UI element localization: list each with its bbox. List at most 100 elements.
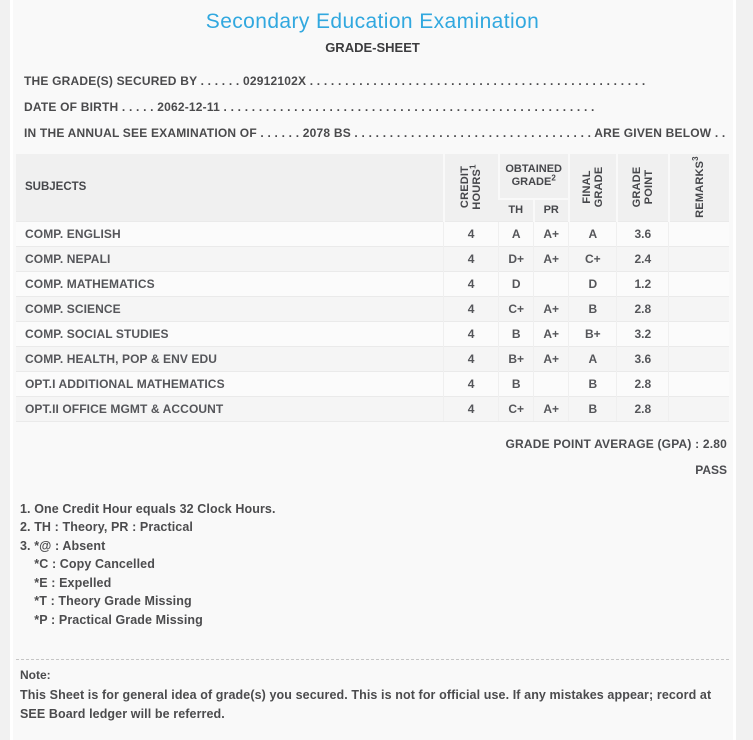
footnote-line: 1. One Credit Hour equals 32 Clock Hours… <box>20 501 276 516</box>
theory-grade-cell: D <box>498 270 534 296</box>
header-obtained-grade: OBTAINED GRADE2 <box>497 154 569 199</box>
grade-point-cell: 3.6 <box>616 345 669 371</box>
footnote-line: *C : Copy Cancelled <box>20 557 155 571</box>
final-grade-cell: A <box>568 220 617 246</box>
practical-grade-cell: A+ <box>533 245 569 271</box>
footnote-line: *T : Theory Grade Missing <box>20 594 192 608</box>
subject-cell: COMP. MATHEMATICS <box>16 270 444 296</box>
subject-cell: COMP. NEPALI <box>16 245 444 271</box>
header-credit-hours: CREDIT HOURS1 <box>442 154 499 221</box>
table-row: COMP. NEPALI 4 D+ A+ C+ 2.4 <box>16 245 729 271</box>
page-title: Secondary Education Examination <box>205 10 540 33</box>
table-row: COMP. SCIENCE 4 C+ A+ B 2.8 <box>16 295 729 321</box>
final-grade-cell: B <box>568 370 617 396</box>
header-final-grade: FINAL GRADE <box>567 154 617 221</box>
remarks-cell <box>668 295 729 321</box>
grade-point-rotated: GRADE POINT <box>630 166 655 208</box>
subject-cell: COMP. HEALTH, POP & ENV EDU <box>16 345 444 371</box>
table-row: COMP. SOCIAL STUDIES 4 B A+ B+ 3.2 <box>16 320 729 346</box>
practical-grade-cell: A+ <box>533 320 569 346</box>
note-section: Note: This Sheet is for general idea of … <box>16 659 729 724</box>
remarks-cell <box>668 220 729 246</box>
info-line-examination-year: IN THE ANNUAL SEE EXAMINATION OF . . . .… <box>24 126 729 140</box>
header-subjects: SUBJECTS <box>16 154 444 221</box>
table-row: OPT.II OFFICE MGMT & ACCOUNT 4 C+ A+ B 2… <box>16 395 729 422</box>
grade-point-cell: 3.2 <box>616 320 669 346</box>
credit-hours-cell: 4 <box>443 295 499 321</box>
credit-hours-cell: 4 <box>443 270 499 296</box>
grade-point-cell: 3.6 <box>616 220 669 246</box>
footnote-line: 3. *@ : Absent <box>20 538 106 553</box>
remarks-cell <box>668 270 729 296</box>
final-grade-cell: B+ <box>568 320 617 346</box>
result-status: PASS <box>695 462 727 477</box>
footnote-ref-1: 1 <box>468 164 478 170</box>
credit-hours-cell: 4 <box>443 220 499 246</box>
grade-point-cell: 2.8 <box>616 295 669 321</box>
theory-grade-cell: C+ <box>498 295 534 321</box>
grade-table-header: SUBJECTS CREDIT HOURS1 OBTAINED GRADE2 F… <box>16 154 729 221</box>
subject-cell: OPT.II OFFICE MGMT & ACCOUNT <box>16 395 444 422</box>
sheet-subtitle: GRADE-SHEET <box>325 40 420 55</box>
header-subjects-label: SUBJECTS <box>25 181 87 194</box>
final-grade-cell: B <box>568 395 617 422</box>
table-row: COMP. ENGLISH 4 A A+ A 3.6 <box>16 220 729 246</box>
header-grade-point: GRADE POINT <box>615 154 669 221</box>
grade-table-body: COMP. ENGLISH 4 A A+ A 3.6 COMP. NEPALI … <box>16 220 729 422</box>
remarks-cell <box>668 370 729 396</box>
footnote-line: *E : Expelled <box>20 575 112 590</box>
grade-point-cell: 2.8 <box>616 370 669 396</box>
remarks-cell <box>668 245 729 271</box>
info-line-grades-secured-by: THE GRADE(S) SECURED BY . . . . . . 0291… <box>24 74 646 88</box>
final-grade-cell: D <box>568 270 617 296</box>
footnote-line: *P : Practical Grade Missing <box>20 612 203 627</box>
theory-grade-cell: D+ <box>498 245 534 271</box>
credit-hours-cell: 4 <box>443 370 499 396</box>
header-practical: PR <box>532 198 569 221</box>
footnotes: 1. One Credit Hour equals 32 Clock Hours… <box>16 500 729 630</box>
theory-grade-cell: B+ <box>498 345 534 371</box>
note-text: This Sheet is for general idea of grade(… <box>20 688 712 721</box>
candidate-info: THE GRADE(S) SECURED BY . . . . . . 0291… <box>16 68 729 146</box>
theory-grade-cell: B <box>498 370 534 396</box>
practical-grade-cell: A+ <box>533 295 569 321</box>
footnote-ref-2: 2 <box>551 173 556 183</box>
credit-hours-rotated: CREDIT HOURS1 <box>459 164 484 210</box>
note-label: Note: <box>20 668 51 682</box>
remarks-rotated: REMARKS3 <box>690 156 706 219</box>
practical-grade-cell: A+ <box>533 220 569 246</box>
credit-hours-cell: 4 <box>443 345 499 371</box>
subject-cell: COMP. SOCIAL STUDIES <box>16 320 444 346</box>
grade-sheet-page: Secondary Education Examination GRADE-SH… <box>10 0 736 740</box>
footnote-line: 2. TH : Theory, PR : Practical <box>20 520 193 534</box>
footnote-ref-3: 3 <box>690 156 700 162</box>
theory-grade-cell: C+ <box>498 395 534 422</box>
table-row: COMP. MATHEMATICS 4 D D 1.2 <box>16 270 729 296</box>
subject-cell: COMP. SCIENCE <box>16 295 444 321</box>
credit-hours-cell: 4 <box>443 395 499 422</box>
final-grade-cell: B <box>568 295 617 321</box>
credit-hours-cell: 4 <box>443 320 499 346</box>
final-grade-cell: A <box>568 345 617 371</box>
table-row: COMP. HEALTH, POP & ENV EDU 4 B+ A+ A 3.… <box>16 345 729 371</box>
gpa-line: GRADE POINT AVERAGE (GPA) : 2.80 <box>505 436 727 451</box>
practical-grade-cell: A+ <box>533 395 569 422</box>
table-row: OPT.I ADDITIONAL MATHEMATICS 4 B B 2.8 <box>16 370 729 396</box>
theory-grade-cell: A <box>498 220 534 246</box>
credit-hours-cell: 4 <box>443 245 499 271</box>
grade-table: SUBJECTS CREDIT HOURS1 OBTAINED GRADE2 F… <box>16 154 729 422</box>
info-line-date-of-birth: DATE OF BIRTH . . . . . 2062-12-11 . . .… <box>24 100 595 114</box>
final-grade-cell: C+ <box>568 245 617 271</box>
header-remarks: REMARKS3 <box>667 154 729 221</box>
practical-grade-cell <box>533 370 569 396</box>
practical-grade-cell: A+ <box>533 345 569 371</box>
subject-cell: COMP. ENGLISH <box>16 220 444 246</box>
remarks-cell <box>668 395 729 422</box>
remarks-cell <box>668 320 729 346</box>
header-theory: TH <box>498 198 534 221</box>
final-grade-rotated: FINAL GRADE <box>580 166 605 208</box>
remarks-cell <box>668 345 729 371</box>
grade-point-cell: 2.4 <box>616 245 669 271</box>
grade-point-cell: 1.2 <box>616 270 669 296</box>
theory-grade-cell: B <box>498 320 534 346</box>
